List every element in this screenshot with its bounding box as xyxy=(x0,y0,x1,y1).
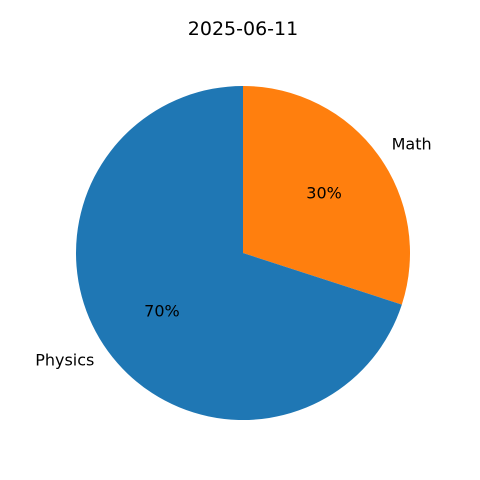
chart-title: 2025-06-11 xyxy=(188,18,298,40)
pie-labels: Math 30% Physics 70% xyxy=(35,135,431,370)
pie-slice-physics xyxy=(76,86,402,420)
slice-label-math: Math xyxy=(392,135,432,154)
slice-percent-physics: 70% xyxy=(144,301,180,320)
slice-label-physics: Physics xyxy=(35,350,94,369)
pie-slice-math xyxy=(243,86,411,305)
slice-percent-math: 30% xyxy=(306,184,342,203)
pie-slices xyxy=(76,86,411,420)
